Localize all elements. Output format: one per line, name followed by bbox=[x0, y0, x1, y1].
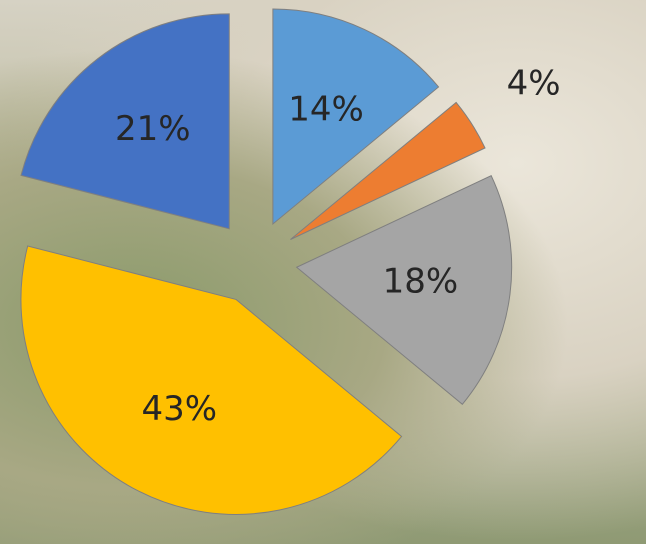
data-label: 18% bbox=[383, 261, 459, 301]
data-label: 21% bbox=[115, 109, 191, 149]
pie-slice bbox=[272, 8, 440, 226]
data-label: 4% bbox=[507, 64, 561, 104]
data-label: 43% bbox=[142, 389, 218, 429]
pie-slice bbox=[20, 13, 230, 230]
pie-slice bbox=[20, 245, 403, 515]
pie-slice bbox=[295, 175, 513, 406]
pie-slice bbox=[290, 101, 486, 240]
data-label: 14% bbox=[288, 90, 364, 130]
